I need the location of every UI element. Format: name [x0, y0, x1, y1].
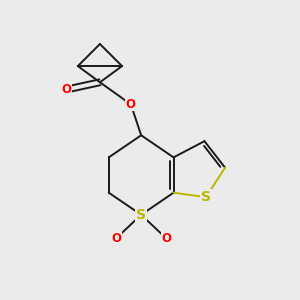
Text: S: S [136, 208, 146, 222]
Text: O: O [111, 232, 121, 245]
Text: O: O [126, 98, 136, 111]
Text: O: O [61, 83, 71, 96]
Text: S: S [201, 190, 211, 204]
Text: O: O [161, 232, 171, 245]
